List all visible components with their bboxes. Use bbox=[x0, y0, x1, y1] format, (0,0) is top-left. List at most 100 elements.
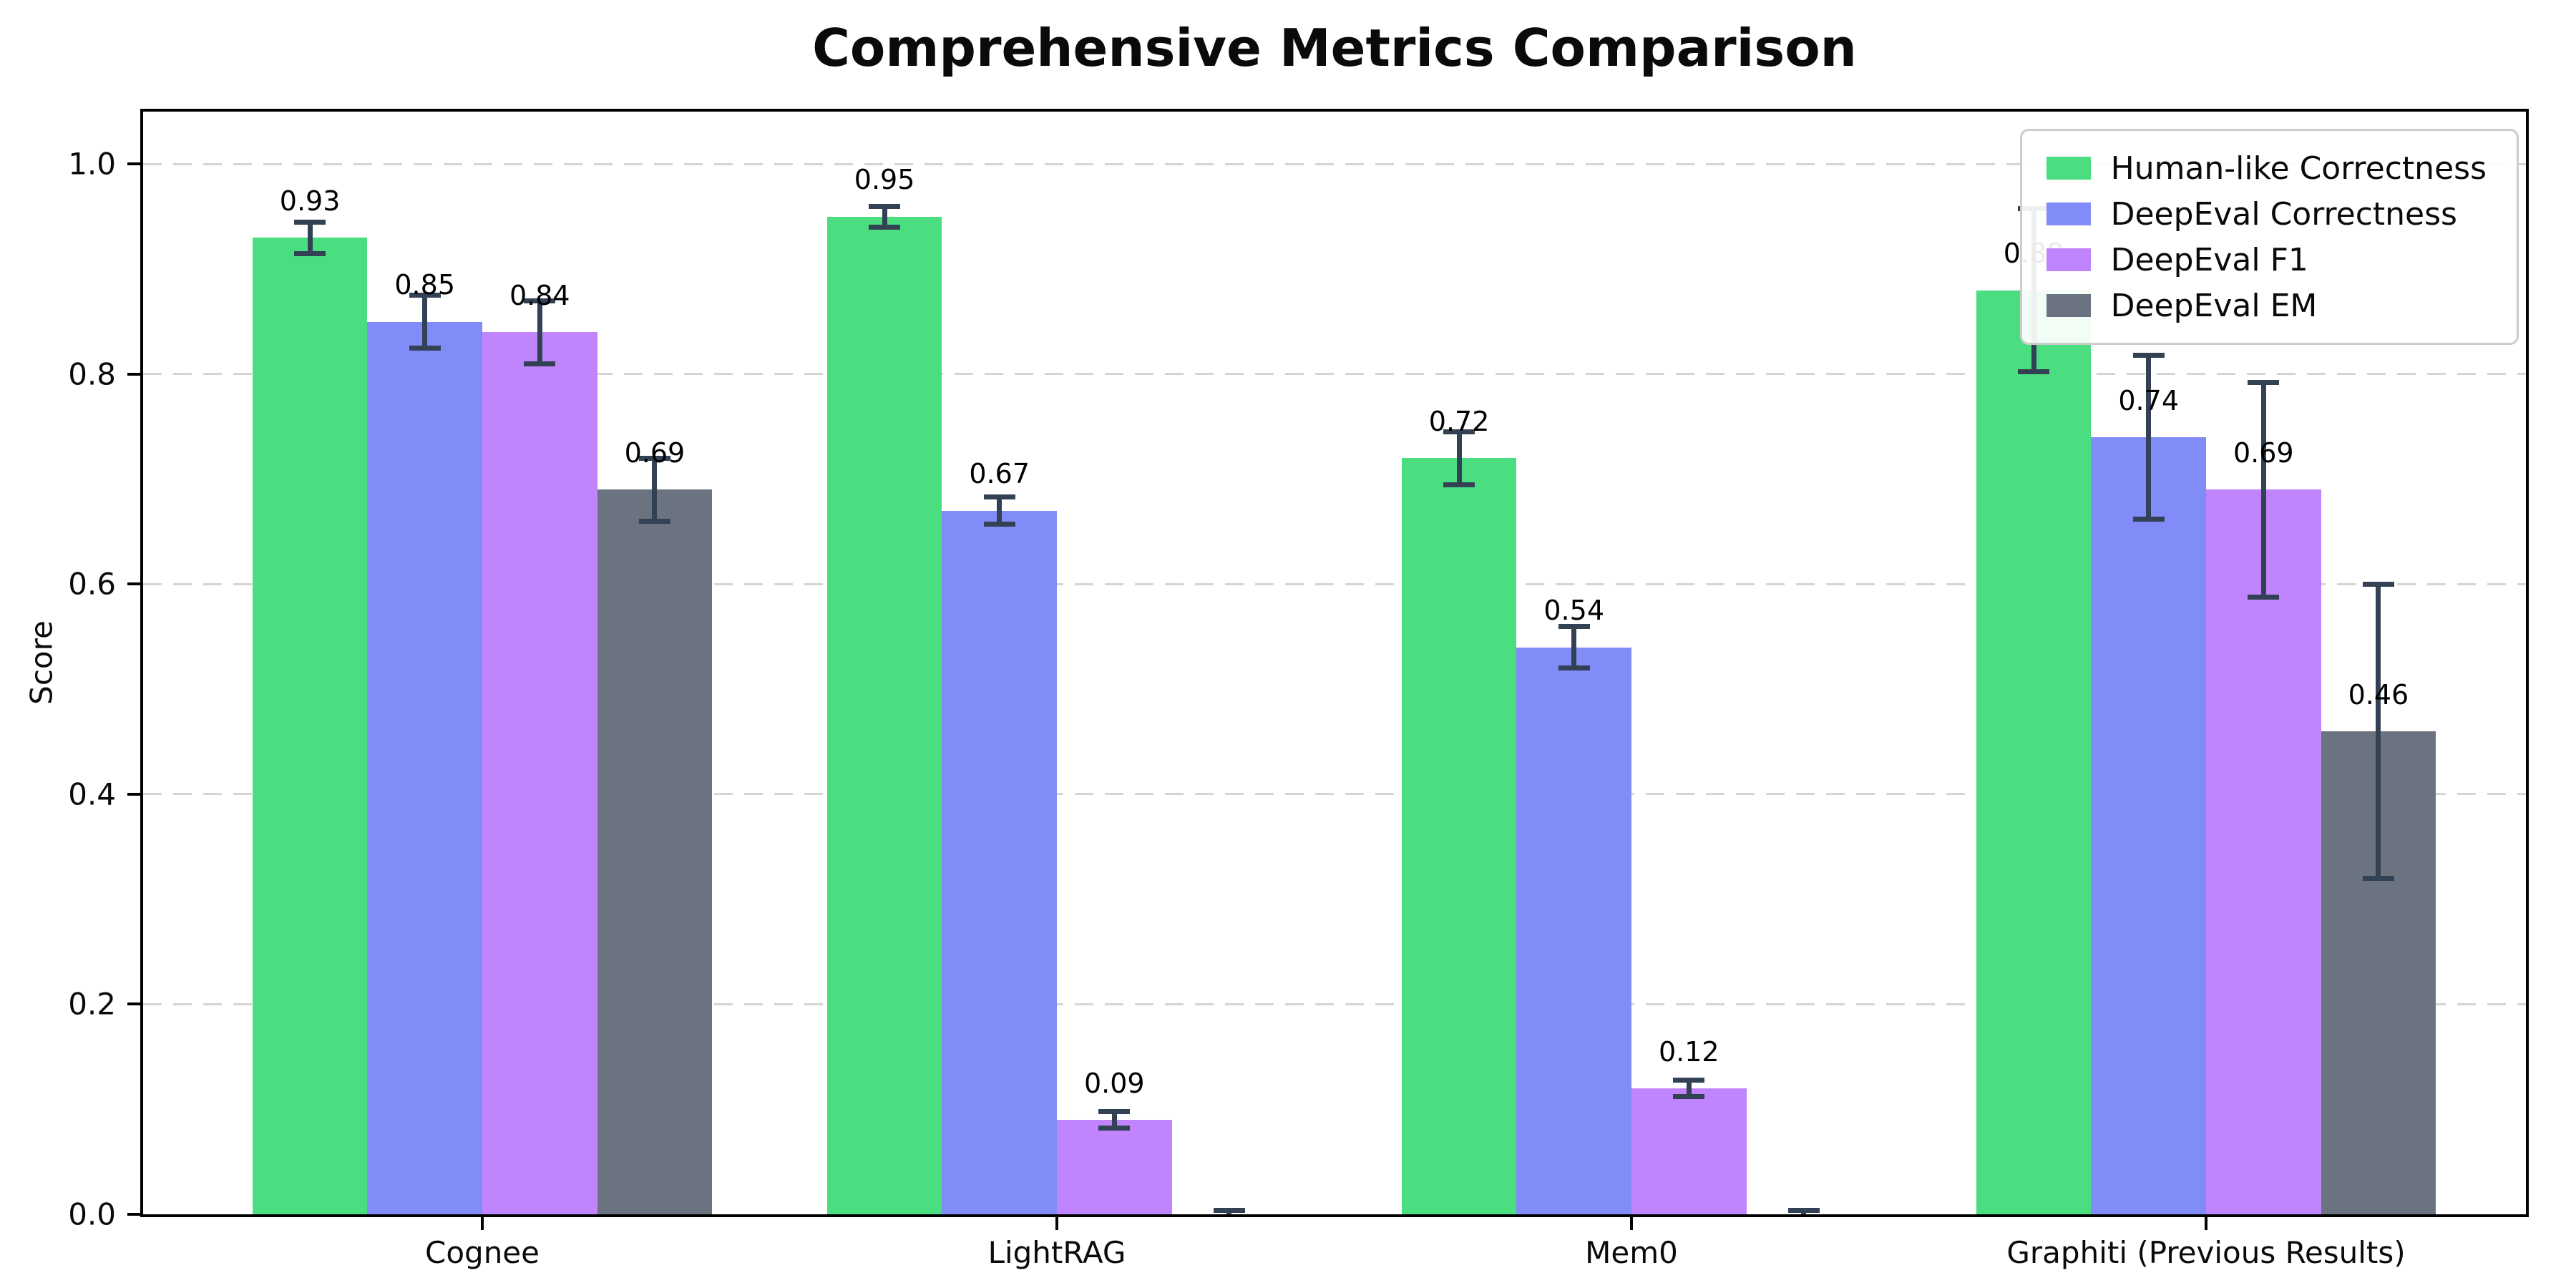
bar-value-label: 0.12 bbox=[1658, 1035, 1719, 1068]
legend-item: DeepEval F1 bbox=[2046, 237, 2487, 283]
error-bar-cap bbox=[2132, 352, 2165, 358]
error-bar-cap bbox=[1673, 1094, 1705, 1100]
y-tick-mark bbox=[127, 372, 140, 376]
bar-value-label: 0.93 bbox=[279, 185, 341, 217]
bar bbox=[597, 489, 713, 1214]
grid-layer bbox=[143, 112, 2526, 1214]
error-bar-cap bbox=[294, 219, 326, 225]
legend: Human-like Correctness DeepEval Correctne… bbox=[2019, 129, 2519, 345]
error-bar-cap bbox=[2362, 581, 2394, 587]
error-bar-cap bbox=[294, 250, 326, 256]
error-bar bbox=[1456, 431, 1462, 484]
bar-value-label: 0.74 bbox=[2118, 384, 2179, 416]
bar bbox=[482, 332, 597, 1214]
error-bar bbox=[882, 206, 887, 228]
error-bar-cap bbox=[524, 361, 556, 366]
x-tick-mark bbox=[481, 1217, 484, 1230]
x-tick-mark bbox=[1630, 1217, 1633, 1230]
bar-value-label: 0.54 bbox=[1543, 595, 1604, 627]
legend-label: DeepEval F1 bbox=[2110, 241, 2308, 278]
y-tick-label: 0.0 bbox=[68, 1196, 116, 1232]
legend-label: DeepEval EM bbox=[2110, 287, 2318, 324]
x-tick-label: Cognee bbox=[425, 1235, 540, 1270]
y-tick-mark bbox=[127, 1213, 140, 1216]
bar bbox=[942, 510, 1057, 1214]
error-bar-cap bbox=[1098, 1108, 1131, 1114]
legend-item: Human-like Correctness bbox=[2046, 145, 2487, 191]
bar bbox=[1976, 290, 2092, 1214]
error-bar-cap bbox=[1443, 482, 1475, 487]
error-bar-cap bbox=[409, 345, 441, 351]
legend-label: Human-like Correctness bbox=[2110, 150, 2487, 187]
error-bar bbox=[1571, 626, 1577, 668]
error-bar-cap bbox=[2362, 875, 2394, 881]
gridline bbox=[143, 1002, 2526, 1005]
x-tick-mark bbox=[2205, 1217, 2207, 1230]
legend-swatch bbox=[2046, 294, 2091, 317]
legend-swatch bbox=[2046, 248, 2091, 271]
error-bar-cap bbox=[638, 518, 670, 524]
x-tick-label: Mem0 bbox=[1585, 1235, 1678, 1270]
y-tick-label: 0.8 bbox=[68, 356, 116, 392]
error-bar bbox=[652, 458, 658, 522]
error-bar-cap bbox=[2132, 516, 2165, 522]
bar bbox=[1401, 458, 1517, 1214]
y-axis-label: Score bbox=[24, 620, 59, 705]
bar-value-label: 0.84 bbox=[509, 279, 570, 311]
chart-title: Comprehensive Metrics Comparison bbox=[812, 18, 1857, 78]
error-bar-cap bbox=[1673, 1077, 1705, 1083]
error-bar bbox=[2376, 584, 2381, 879]
error-bar bbox=[2260, 382, 2266, 597]
bar-value-label: 0.46 bbox=[2348, 678, 2409, 711]
bar bbox=[2091, 436, 2206, 1214]
bar bbox=[1057, 1119, 1172, 1214]
error-bar-cap bbox=[983, 494, 1015, 500]
y-tick-mark bbox=[127, 582, 140, 586]
y-tick-label: 0.6 bbox=[68, 566, 116, 602]
bar-value-label: 0.85 bbox=[394, 269, 455, 301]
y-tick-label: 1.0 bbox=[68, 146, 116, 182]
error-bar-cap bbox=[869, 224, 901, 230]
bar bbox=[826, 216, 942, 1214]
error-bar bbox=[307, 222, 313, 254]
bar bbox=[252, 238, 368, 1214]
error-bar-cap bbox=[409, 293, 441, 298]
error-bar-cap bbox=[983, 522, 1015, 527]
error-bar-cap bbox=[1213, 1207, 1245, 1213]
bar-value-label: 0.69 bbox=[624, 436, 686, 469]
error-bar bbox=[1111, 1111, 1117, 1128]
y-tick-label: 0.4 bbox=[68, 776, 116, 812]
y-tick-label: 0.2 bbox=[68, 986, 116, 1022]
error-bar-cap bbox=[524, 298, 556, 303]
y-tick-mark bbox=[127, 792, 140, 796]
error-bar-cap bbox=[1558, 623, 1590, 629]
error-bar-cap bbox=[2248, 594, 2280, 600]
legend-item: DeepEval EM bbox=[2046, 283, 2487, 328]
x-tick-label: Graphiti (Previous Results) bbox=[2006, 1235, 2406, 1270]
error-bar bbox=[422, 295, 428, 348]
error-bar-cap bbox=[869, 203, 901, 209]
bar-value-label: 0.67 bbox=[969, 458, 1030, 490]
bar-value-label: 0.09 bbox=[1083, 1067, 1145, 1099]
bar-value-label: 0.95 bbox=[854, 164, 915, 196]
y-tick-mark bbox=[127, 162, 140, 166]
gridline bbox=[143, 162, 2526, 165]
gridline bbox=[143, 373, 2526, 376]
y-tick-mark bbox=[127, 1002, 140, 1006]
legend-label: DeepEval Correctness bbox=[2110, 195, 2457, 233]
bar bbox=[1516, 647, 1631, 1214]
gridline bbox=[143, 793, 2526, 796]
error-bar bbox=[997, 497, 1002, 525]
error-bar bbox=[1686, 1080, 1692, 1097]
legend-swatch bbox=[2046, 157, 2091, 180]
bar bbox=[367, 321, 482, 1214]
gridline bbox=[143, 582, 2526, 585]
error-bar-cap bbox=[2018, 369, 2050, 375]
error-bar-cap bbox=[1787, 1207, 1820, 1213]
error-bar-cap bbox=[2248, 380, 2280, 386]
bar bbox=[2206, 489, 2321, 1214]
error-bar-cap bbox=[638, 455, 670, 461]
bars-layer: 0.930.950.720.880.850.670.540.740.840.09… bbox=[143, 112, 2526, 1214]
error-bar-cap bbox=[1098, 1126, 1131, 1131]
x-tick-label: LightRAG bbox=[987, 1235, 1126, 1270]
